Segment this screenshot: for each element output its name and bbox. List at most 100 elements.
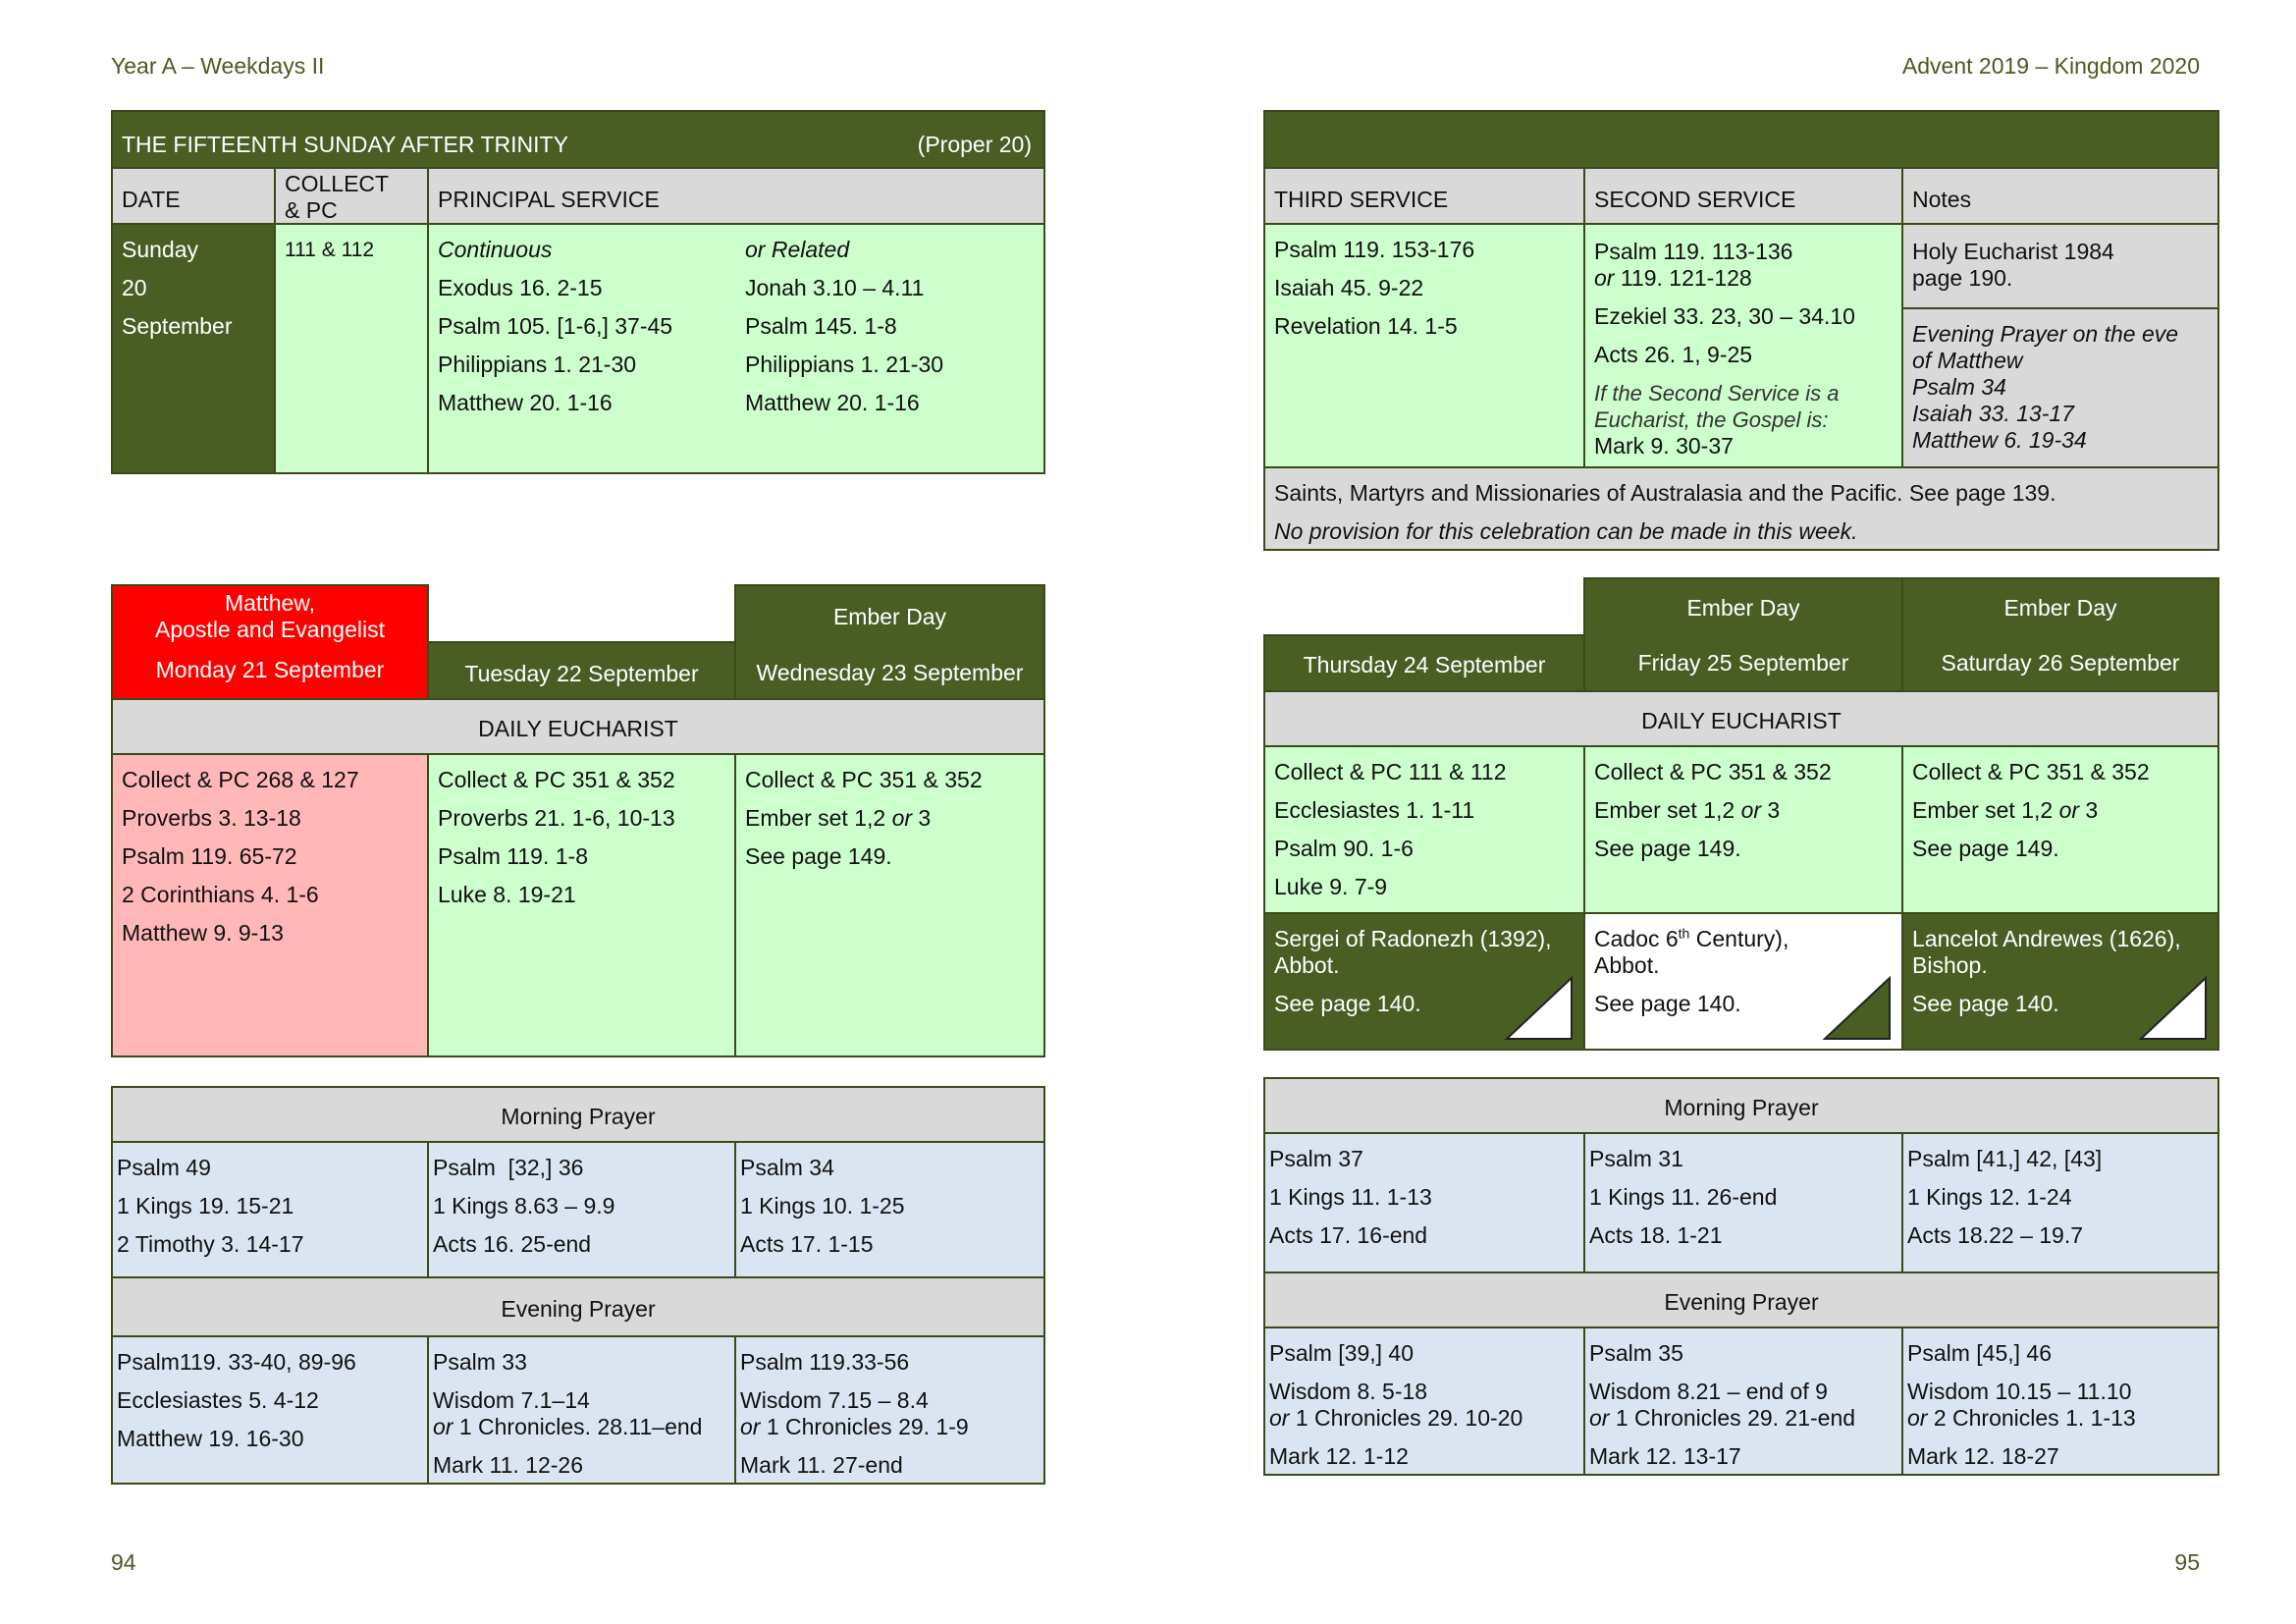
reading: Psalm119. 33-40, 89-96 xyxy=(117,1349,356,1375)
reading: Psalm 31 xyxy=(1589,1146,1683,1171)
sunday-collect-cell: 111 & 112 xyxy=(274,223,429,474)
page-reference: See page 140. xyxy=(1274,991,1421,1016)
commemoration-name: Sergei of Radonezh (1392), xyxy=(1274,926,1552,951)
ember-day-label: Ember Day xyxy=(832,604,947,629)
morning-prayer-header-right: Morning Prayer xyxy=(1263,1077,2219,1134)
eucharist-wednesday: Collect & PC 351 & 352 Ember set 1,2 or … xyxy=(734,753,1045,1057)
reading: Philippians 1. 21-30 xyxy=(745,352,944,377)
evening-tuesday: Psalm 33 Wisdom 7.1–14 or 1 Chronicles. … xyxy=(427,1335,736,1485)
reading: Matthew 19. 16-30 xyxy=(117,1426,304,1451)
reading: Matthew 20. 1-16 xyxy=(745,390,920,415)
day-header-saturday: Ember Day Saturday 26 September xyxy=(1901,577,2219,692)
reading: 1 Chronicles 29. 10-20 xyxy=(1289,1405,1523,1431)
principal-service-cell: Continuous Exodus 16. 2-15 Psalm 105. [1… xyxy=(427,223,1045,474)
eucharist-tuesday: Collect & PC 351 & 352 Proverbs 21. 1-6,… xyxy=(427,753,736,1057)
continuous-label: Continuous xyxy=(438,237,553,262)
reading: Psalm 105. [1-6,] 37-45 xyxy=(438,313,673,339)
commemoration-friday: Cadoc 6th Century), Abbot. See page 140. xyxy=(1583,912,1903,1051)
col-header-notes: Notes xyxy=(1901,167,2219,225)
reading: Luke 9. 7-9 xyxy=(1274,874,1388,899)
collect: Collect & PC 351 & 352 xyxy=(745,767,983,792)
ember-set: 3 xyxy=(912,805,932,831)
morning-wednesday: Psalm 34 1 Kings 10. 1-25 Acts 17. 1-15 xyxy=(734,1141,1045,1278)
note-text: of Matthew xyxy=(1912,348,2023,373)
day-header-wednesday: Ember Day Wednesday 23 September xyxy=(734,584,1045,700)
commemoration-name: Lancelot Andrewes (1626), xyxy=(1912,926,2181,951)
commemoration-title: Abbot. xyxy=(1594,952,1660,978)
running-header-left: Year A – Weekdays II xyxy=(111,53,325,79)
evening-saturday: Psalm [45,] 46 Wisdom 10.15 – 11.10 or 2… xyxy=(1901,1326,2219,1476)
corner-triangle-icon xyxy=(2139,976,2207,1040)
page-reference: See page 149. xyxy=(1912,836,2059,861)
sunday-title-bar-right xyxy=(1263,110,2219,169)
third-service-cell: Psalm 119. 153-176 Isaiah 45. 9-22 Revel… xyxy=(1263,223,1585,468)
day-header-monday: Matthew, Apostle and Evangelist Monday 2… xyxy=(111,584,429,700)
festival-name: Apostle and Evangelist xyxy=(155,617,385,642)
ember-set: Ember set 1,2 xyxy=(1912,797,2059,823)
reading: 1 Kings 8.63 – 9.9 xyxy=(433,1193,615,1218)
reading: Acts 18. 1-21 xyxy=(1589,1222,1723,1248)
reading: Jonah 3.10 – 4.11 xyxy=(745,275,925,300)
reading: Psalm 119. 1-8 xyxy=(438,843,588,869)
gospel-note: Eucharist, the Gospel is: xyxy=(1594,407,1829,432)
reading: Wisdom 8.21 – end of 9 xyxy=(1589,1379,1828,1404)
page-reference: See page 149. xyxy=(1594,836,1741,861)
day-date: Wednesday 23 September xyxy=(756,660,1024,685)
footer-text: Saints, Martyrs and Missionaries of Aust… xyxy=(1274,480,2056,506)
reading: Mark 9. 30-37 xyxy=(1594,433,1734,459)
page-reference: See page 149. xyxy=(745,843,892,869)
reading: Psalm 49 xyxy=(117,1155,211,1180)
reading: Mark 12. 18-27 xyxy=(1907,1443,2059,1469)
related-label: or Related xyxy=(745,237,850,262)
reading: Psalm [39,] 40 xyxy=(1269,1340,1415,1366)
morning-monday: Psalm 49 1 Kings 19. 15-21 2 Timothy 3. … xyxy=(111,1141,429,1278)
reading: 1 Kings 11. 1-13 xyxy=(1269,1184,1432,1210)
collect: Collect & PC 351 & 352 xyxy=(438,767,675,792)
note-text: Matthew 6. 19-34 xyxy=(1912,427,2087,453)
reading: 119. 121-128 xyxy=(1614,265,1752,291)
reading: Acts 18.22 – 19.7 xyxy=(1907,1222,2084,1248)
collect: Collect & PC 351 & 352 xyxy=(1912,759,2150,785)
reading: Proverbs 21. 1-6, 10-13 xyxy=(438,805,675,831)
ember-day-label: Ember Day xyxy=(2003,595,2117,621)
reading: Revelation 14. 1-5 xyxy=(1274,313,1458,339)
reading: Psalm 90. 1-6 xyxy=(1274,836,1414,861)
commemoration-name: Century), xyxy=(1689,926,1789,951)
commemoration-title: Abbot. xyxy=(1274,952,1340,978)
or-label: or xyxy=(1740,797,1762,823)
reading: Proverbs 3. 13-18 xyxy=(122,805,301,831)
ember-set: Ember set 1,2 xyxy=(745,805,892,831)
ember-set: 3 xyxy=(2079,797,2099,823)
gospel-note: If the Second Service is a xyxy=(1594,381,1840,406)
evening-prayer-header-right: Evening Prayer xyxy=(1263,1272,2219,1328)
related-readings: or Related Jonah 3.10 – 4.11 Psalm 145. … xyxy=(745,231,943,422)
reading: Acts 17. 16-end xyxy=(1269,1222,1428,1248)
col-header-collect-line2: & PC xyxy=(285,197,338,223)
or-label: or xyxy=(1589,1405,1610,1431)
reading: 1 Kings 10. 1-25 xyxy=(740,1193,905,1218)
day-header-thursday: Thursday 24 September xyxy=(1263,634,1585,692)
reading: Psalm 35 xyxy=(1589,1340,1683,1366)
reading: Ecclesiastes 5. 4-12 xyxy=(117,1387,319,1413)
reading: Psalm [45,] 46 xyxy=(1907,1340,2053,1366)
evening-thursday: Psalm [39,] 40 Wisdom 8. 5-18 or 1 Chron… xyxy=(1263,1326,1585,1476)
reading: 2 Chronicles 1. 1-13 xyxy=(1927,1405,2136,1431)
festival-name: Matthew, xyxy=(224,590,316,616)
running-header-right: Advent 2019 – Kingdom 2020 xyxy=(1901,53,2200,79)
reading: Exodus 16. 2-15 xyxy=(438,275,603,300)
evening-wednesday: Psalm 119.33-56 Wisdom 7.15 – 8.4 or 1 C… xyxy=(734,1335,1045,1485)
note-text: Psalm 34 xyxy=(1912,374,2006,400)
or-label: or xyxy=(433,1414,454,1439)
notes-cell-1: Holy Eucharist 1984 page 190. xyxy=(1901,223,2219,309)
note-text: Evening Prayer on the eve xyxy=(1912,321,2179,347)
reading: Philippians 1. 21-30 xyxy=(438,352,637,377)
reading: Wisdom 8. 5-18 xyxy=(1269,1379,1428,1404)
ordinal-suffix: th xyxy=(1678,925,1690,942)
corner-triangle-icon xyxy=(1505,976,1573,1040)
sunday-date-cell: Sunday 20 September xyxy=(111,223,276,474)
morning-prayer-header: Morning Prayer xyxy=(111,1086,1045,1143)
day-date: Tuesday 22 September xyxy=(464,661,699,686)
reading: Wisdom 7.15 – 8.4 xyxy=(740,1387,929,1413)
day-header-friday: Ember Day Friday 25 September xyxy=(1583,577,1903,692)
continuous-readings: Continuous Exodus 16. 2-15 Psalm 105. [1… xyxy=(438,231,672,422)
